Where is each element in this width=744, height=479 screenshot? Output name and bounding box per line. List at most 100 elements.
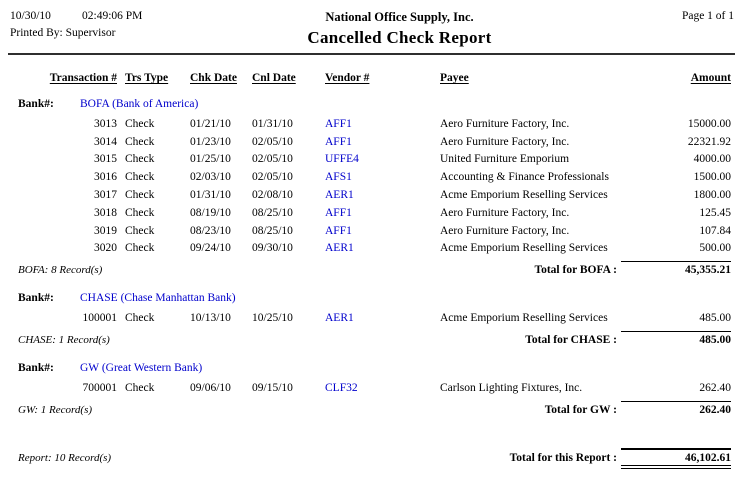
cell-transaction: 3016 [94,171,117,184]
cell-payee: Acme Emporium Reselling Services [440,189,608,202]
header-divider [8,53,735,55]
check-row: 3018 Check 08/19/10 08/25/10 AFF1 Aero F… [0,204,731,222]
vendor-link[interactable]: AFF1 [325,224,352,237]
cell-trs-type: Check [125,135,155,148]
vendor-link[interactable]: AFF1 [325,206,352,219]
col-header-cnl-date: Cnl Date [252,72,296,84]
group-rows: 700001 Check 09/06/10 09/15/10 CLF32 Car… [0,379,732,397]
vendor-link[interactable]: UFFE4 [325,153,359,166]
header-left: 10/30/10 02:49:06 PM Printed By: Supervi… [0,10,205,39]
report-total-amount: 46,102.61 [621,447,731,469]
group-footer: BOFA: 8 Record(s) Total for BOFA : 45,35… [0,261,731,281]
bank-label: Bank#: [18,362,54,375]
report-total-label: Total for this Report : [509,451,617,464]
cell-transaction: 3017 [94,189,117,202]
cell-transaction: 3019 [94,224,117,237]
cell-cnl-date: 10/25/10 [252,312,293,325]
bank-header-row: Bank#: CHASE (Chase Manhattan Bank) [0,292,731,309]
vendor-link[interactable]: AFF1 [325,117,352,130]
vendor-link[interactable]: AER1 [325,189,354,202]
group-total-label: Total for GW : [544,403,617,416]
group-total-amount: 45,355.21 [621,261,731,276]
bank-link[interactable]: BOFA (Bank of America) [80,98,199,110]
cell-transaction: 3020 [94,242,117,255]
col-header-payee: Payee [440,72,469,84]
bank-link[interactable]: CHASE (Chase Manhattan Bank) [80,292,236,305]
page-indicator: Page 1 of 1 [681,10,734,22]
cell-payee: Aero Furniture Factory, Inc. [440,206,570,219]
vendor-link[interactable]: AFF1 [325,135,352,148]
cell-payee: Acme Emporium Reselling Services [440,312,608,325]
print-date: 10/30/10 [10,10,51,22]
company-name: National Office Supply, Inc. [325,10,474,24]
vendor-link[interactable]: AER1 [325,312,354,325]
check-row: 100001 Check 10/13/10 10/25/10 AER1 Acme… [0,309,732,327]
check-row: 3013 Check 01/21/10 01/31/10 AFF1 Aero F… [0,115,731,133]
check-row: 3020 Check 09/24/10 09/30/10 AER1 Acme E… [0,240,731,258]
cell-amount: 107.84 [699,224,731,237]
cell-trs-type: Check [125,153,155,166]
check-row: 3016 Check 02/03/10 02/05/10 AFS1 Accoun… [0,168,731,186]
bank-group: Bank#: BOFA (Bank of America) 3013 Check … [0,98,731,281]
report-total: Total for this Report : 46,102.61 [509,447,731,469]
report-title: Cancelled Check Report [307,28,492,47]
vendor-link[interactable]: CLF32 [325,382,358,395]
cell-payee: Aero Furniture Factory, Inc. [440,224,570,237]
group-record-count: BOFA: 8 Record(s) [18,264,103,277]
cell-payee: Accounting & Finance Professionals [440,171,609,184]
bank-label: Bank#: [18,98,54,110]
cell-amount: 1500.00 [693,171,731,184]
cell-chk-date: 02/03/10 [190,171,231,184]
report-body: Transaction # Trs Type Chk Date Cnl Date… [0,72,744,421]
cell-chk-date: 01/31/10 [190,189,231,202]
col-header-trs-type: Trs Type [125,72,169,84]
cell-amount: 262.40 [699,382,731,395]
group-total-amount: 485.00 [621,331,731,346]
cell-chk-date: 09/06/10 [190,382,231,395]
print-time: 02:49:06 PM [82,10,143,22]
group-total: Total for CHASE : 485.00 [525,331,731,346]
check-row: 3019 Check 08/23/10 08/25/10 AFF1 Aero F… [0,222,731,240]
bank-group: Bank#: CHASE (Chase Manhattan Bank) 10000… [0,292,731,351]
group-total: Total for GW : 262.40 [544,400,731,416]
check-row: 3015 Check 01/25/10 02/05/10 UFFE4 Unite… [0,151,731,169]
group-rows: 100001 Check 10/13/10 10/25/10 AER1 Acme… [0,309,732,327]
cell-cnl-date: 08/25/10 [252,206,293,219]
bank-header-row: Bank#: GW (Great Western Bank) [0,362,731,379]
cell-transaction: 3015 [94,153,117,166]
bank-header-row: Bank#: BOFA (Bank of America) [0,98,731,115]
col-header-transaction: Transaction # [49,72,117,84]
group-total: Total for BOFA : 45,355.21 [534,261,731,276]
cell-amount: 22321.92 [687,135,731,148]
column-header-row: Transaction # Trs Type Chk Date Cnl Date… [0,72,731,89]
cell-cnl-date: 01/31/10 [252,117,293,130]
cell-trs-type: Check [125,242,155,255]
printed-by: Printed By: Supervisor [10,27,116,39]
check-row: 700001 Check 09/06/10 09/15/10 CLF32 Car… [0,379,732,397]
report-footer: Report: 10 Record(s) Total for this Repo… [0,447,744,469]
cell-cnl-date: 02/05/10 [252,135,293,148]
vendor-link[interactable]: AER1 [325,242,354,255]
bank-group: Bank#: GW (Great Western Bank) 700001 Che… [0,362,731,421]
group-rows: 3013 Check 01/21/10 01/31/10 AFF1 Aero F… [0,115,731,257]
cell-transaction: 3013 [94,117,117,130]
cell-amount: 15000.00 [687,117,731,130]
report-header: 10/30/10 02:49:06 PM Printed By: Supervi… [0,10,744,48]
cell-chk-date: 10/13/10 [190,312,231,325]
bank-link[interactable]: GW (Great Western Bank) [80,362,203,375]
cell-chk-date: 08/23/10 [190,224,231,237]
cell-amount: 485.00 [699,312,731,325]
group-record-count: CHASE: 1 Record(s) [18,334,110,347]
cell-payee: Carlson Lighting Fixtures, Inc. [440,382,583,395]
cell-payee: Acme Emporium Reselling Services [440,242,608,255]
cell-transaction: 3018 [94,206,117,219]
cell-chk-date: 01/21/10 [190,117,231,130]
header-center: National Office Supply, Inc. Cancelled C… [205,10,594,48]
groups-container: Bank#: BOFA (Bank of America) 3013 Check … [0,98,731,421]
cell-transaction: 3014 [94,135,117,148]
cell-chk-date: 01/25/10 [190,153,231,166]
group-footer: CHASE: 1 Record(s) Total for CHASE : 485… [0,331,731,351]
vendor-link[interactable]: AFS1 [325,171,352,184]
cell-cnl-date: 09/15/10 [252,382,293,395]
